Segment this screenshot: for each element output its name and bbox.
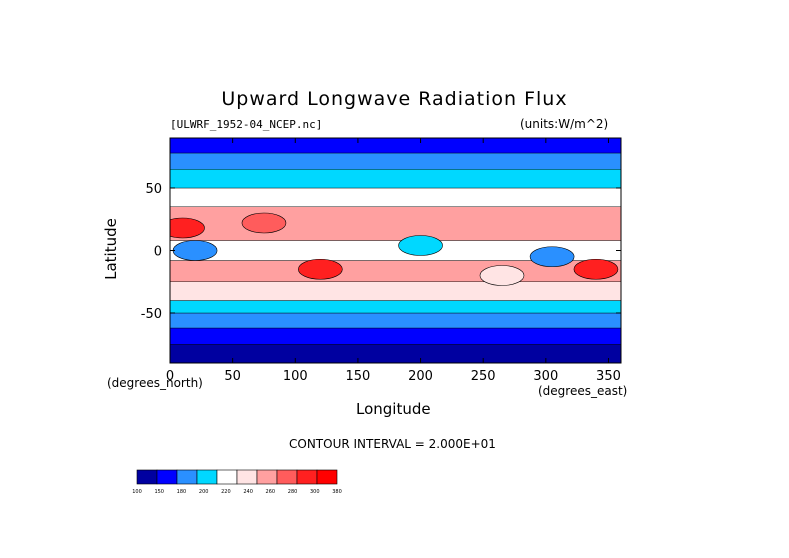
x-axis-label: Longitude [356, 400, 431, 418]
lat-band [170, 312, 621, 329]
contour-feature [170, 217, 205, 239]
y-tick-label: 50 [145, 182, 162, 197]
colorbar-label: 200 [199, 489, 209, 495]
colorbar-label: 180 [177, 489, 187, 495]
x-units-label: (degrees_east) [538, 384, 628, 398]
lat-band [170, 344, 621, 363]
x-tick-label: 100 [283, 369, 308, 384]
colorbar-label: 260 [266, 489, 276, 495]
x-tick-label: 150 [346, 369, 371, 384]
contour-feature [241, 212, 287, 234]
y-tick-label: -50 [141, 307, 162, 322]
colorbar-swatch [276, 469, 298, 485]
lat-band [170, 206, 621, 241]
colorbar-swatch [136, 469, 158, 485]
lat-band [170, 187, 621, 207]
lat-band [170, 281, 621, 301]
lat-band [170, 300, 621, 314]
colorbar-label: 100 [132, 489, 142, 495]
colorbar-label: 220 [221, 489, 231, 495]
lat-band [170, 138, 621, 154]
colorbar-swatch [156, 469, 178, 485]
colorbar-label: 280 [288, 489, 298, 495]
x-tick-label: 0 [166, 369, 174, 384]
x-tick-label: 350 [596, 369, 621, 384]
x-tick-label: 200 [408, 369, 433, 384]
lat-band [170, 152, 621, 170]
contour-feature [529, 246, 575, 268]
contour-feature [479, 265, 525, 286]
contour-feature [398, 235, 443, 256]
contour-feature [298, 258, 343, 280]
contour-feature [573, 258, 619, 280]
units-label: (units:W/m^2) [520, 117, 609, 131]
x-tick-label: 250 [471, 369, 496, 384]
colorbar-swatch [236, 469, 258, 485]
chart-title: Upward Longwave Radiation Flux [221, 88, 568, 110]
colorbar-swatch [216, 469, 238, 485]
colorbar-swatch [196, 469, 218, 485]
y-axis-label: Latitude [101, 218, 120, 280]
colorbar-label: 240 [243, 489, 253, 495]
y-units-label: (degrees_north) [107, 376, 203, 390]
colorbar-swatch [316, 469, 338, 485]
x-tick-label: 50 [224, 369, 241, 384]
contour-interval-text: CONTOUR INTERVAL = 2.000E+01 [289, 437, 496, 451]
lat-band [170, 169, 621, 189]
colorbar-swatch [296, 469, 318, 485]
x-tick-label: 300 [533, 369, 558, 384]
lat-band [170, 327, 621, 345]
colorbar-swatch [176, 469, 198, 485]
colorbar-label: 150 [154, 489, 164, 495]
y-tick-label: 0 [154, 245, 162, 260]
dataset-filename: [ULWRF_1952-04_NCEP.nc] [170, 118, 323, 131]
contour-feature [172, 240, 218, 261]
colorbar-swatch [256, 469, 278, 485]
colorbar-label: 300 [310, 489, 320, 495]
colorbar-label: 380 [332, 489, 342, 495]
